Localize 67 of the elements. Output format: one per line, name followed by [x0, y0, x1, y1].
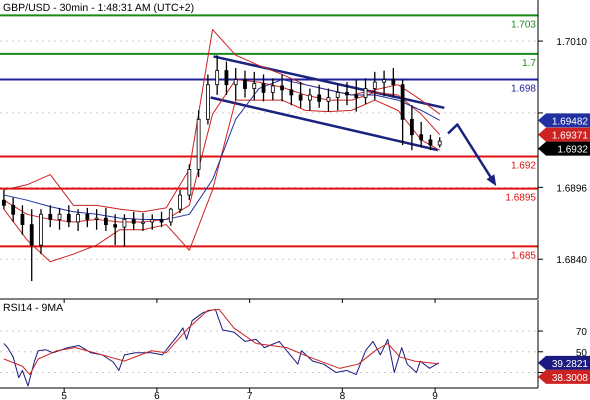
- ref-line-label: 1.7: [522, 58, 536, 69]
- ref-line-label: 1.698: [510, 84, 536, 95]
- candlestick: [224, 60, 228, 96]
- x-tick-label: 5: [61, 391, 68, 400]
- candlestick: [178, 189, 182, 214]
- candlestick: [308, 88, 312, 112]
- candlestick: [150, 214, 154, 230]
- text: 1.6932: [557, 144, 588, 156]
- candlestick: [428, 134, 432, 151]
- candlestick: [76, 208, 80, 232]
- text: 1.69482: [552, 116, 588, 128]
- ref-line-label: 1.703: [510, 19, 536, 30]
- ref-line-label: 1.692: [510, 160, 536, 172]
- chart-title: GBP/USD - 30min - 1:48:31 AM (UTC+2): [3, 2, 194, 14]
- candlestick: [122, 214, 126, 248]
- candlestick: [391, 67, 396, 98]
- candlestick: [364, 78, 368, 105]
- candlestick: [85, 207, 90, 228]
- x-tick-label: 7: [246, 391, 253, 400]
- candlestick: [354, 78, 358, 112]
- candlestick: [132, 211, 136, 230]
- candlestick: [270, 78, 275, 101]
- candlestick: [168, 207, 173, 227]
- ref-line-label: 1.685: [510, 250, 536, 262]
- x-tick-label: 8: [340, 391, 346, 400]
- candlestick: [372, 71, 377, 101]
- candlestick: [252, 71, 256, 101]
- text: 1.69371: [552, 130, 588, 142]
- candlestick: [243, 70, 247, 98]
- y-tick-label: 1.6896: [556, 183, 588, 194]
- candlestick: [298, 81, 303, 108]
- candlestick: [438, 136, 442, 148]
- x-tick-label: 9: [432, 391, 438, 400]
- candlestick: [104, 207, 108, 232]
- candlestick: [20, 204, 24, 236]
- candlestick: [317, 84, 322, 108]
- candlestick: [410, 104, 414, 151]
- candlestick: [48, 204, 52, 228]
- candlestick: [215, 54, 220, 96]
- candlestick: [30, 208, 34, 282]
- candlestick: [160, 211, 164, 228]
- candlestick: [345, 81, 349, 106]
- candlestick: [419, 121, 424, 148]
- candlestick: [262, 74, 266, 102]
- ref-line-label: 1.6895: [505, 192, 536, 204]
- y-tick-label: 1.7010: [556, 37, 588, 48]
- candlestick: [280, 74, 284, 102]
- candlestick: [94, 208, 99, 230]
- candlestick: [141, 212, 145, 232]
- candlestick: [2, 189, 6, 210]
- y-tick-label: 70: [576, 327, 588, 338]
- text: 39.2821: [552, 358, 588, 370]
- candlestick: [66, 204, 71, 228]
- x-tick-label: 6: [154, 391, 160, 400]
- line-series: [3, 100, 440, 262]
- y-tick-label: 50: [576, 348, 588, 359]
- candlestick: [326, 88, 330, 112]
- chart-title: RSI14 - 9MA: [3, 302, 64, 314]
- candlestick: [58, 207, 62, 230]
- candlestick: [113, 214, 118, 246]
- candlestick: [289, 78, 294, 106]
- candlestick: [234, 67, 238, 101]
- y-tick-label: 1.6840: [556, 255, 588, 266]
- candlestick: [336, 84, 340, 112]
- candlestick: [11, 196, 16, 223]
- text: 38.3008: [552, 372, 588, 384]
- candlestick: [382, 70, 386, 97]
